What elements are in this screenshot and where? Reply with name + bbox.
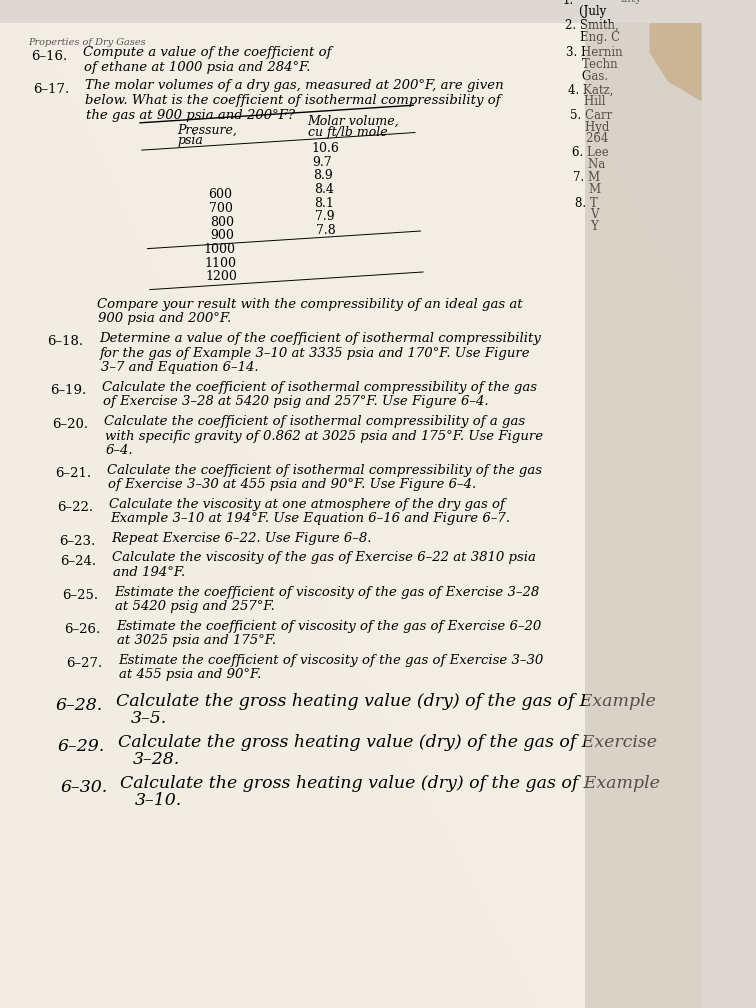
Text: Compare your result with the compressibility of an ideal gas at: Compare your result with the compressibi… [98, 298, 523, 310]
Text: 6–20.: 6–20. [52, 418, 88, 431]
Text: 5. Carr: 5. Carr [570, 109, 612, 122]
Text: with specific gravity of 0.862 at 3025 psia and 175°F. Use Figure: with specific gravity of 0.862 at 3025 p… [105, 429, 543, 443]
Text: 6–18.: 6–18. [48, 336, 83, 349]
Text: Hyd: Hyd [571, 121, 610, 134]
Text: 3–5.: 3–5. [131, 710, 167, 727]
Text: 700: 700 [209, 202, 233, 215]
Text: Calculate the gross heating value (dry) of the gas of Exercise: Calculate the gross heating value (dry) … [118, 734, 657, 751]
Text: 6. Lee: 6. Lee [572, 146, 609, 159]
Text: 900 psia and 200°F.: 900 psia and 200°F. [98, 312, 231, 326]
Polygon shape [649, 23, 702, 101]
Text: Pressure,: Pressure, [178, 123, 237, 136]
Text: 3–7 and Equation 6–14.: 3–7 and Equation 6–14. [101, 361, 259, 374]
Text: 6–23.: 6–23. [59, 535, 95, 548]
Text: 1200: 1200 [205, 270, 237, 283]
Text: 6–16.: 6–16. [31, 49, 67, 62]
Text: 6–29.: 6–29. [57, 738, 105, 755]
Text: 6–22.: 6–22. [57, 501, 93, 514]
Text: 6–24.: 6–24. [60, 554, 96, 568]
Text: M: M [574, 183, 601, 196]
Text: V: V [575, 209, 599, 222]
Text: Calculate the gross heating value (dry) of the gas of Example: Calculate the gross heating value (dry) … [116, 694, 655, 710]
Text: Compute a value of the coefficient of: Compute a value of the coefficient of [82, 46, 331, 59]
Text: 6–27.: 6–27. [66, 657, 102, 670]
Text: Estimate the coefficient of viscosity of the gas of Exercise 6–20: Estimate the coefficient of viscosity of… [116, 620, 541, 633]
Text: Y: Y [576, 220, 599, 233]
Text: 600: 600 [208, 188, 232, 202]
Text: 6–21.: 6–21. [55, 467, 91, 480]
Text: for the gas of Example 3–10 at 3335 psia and 170°F. Use Figure: for the gas of Example 3–10 at 3335 psia… [100, 347, 531, 360]
Text: 6–19.: 6–19. [50, 384, 86, 397]
Text: 6–26.: 6–26. [64, 623, 101, 636]
Text: Na: Na [572, 157, 605, 170]
Text: and 194°F.: and 194°F. [113, 566, 185, 579]
Text: at 3025 psia and 175°F.: at 3025 psia and 175°F. [117, 634, 276, 647]
Text: 3–28.: 3–28. [133, 751, 180, 768]
Text: Calculate the coefficient of isothermal compressibility of the gas: Calculate the coefficient of isothermal … [102, 381, 537, 394]
Bar [584, 23, 702, 1008]
Text: Properties of Dry Gases: Properties of Dry Gases [28, 38, 146, 47]
Text: 7.8: 7.8 [316, 224, 336, 237]
Text: 3–10.: 3–10. [135, 791, 182, 808]
Text: Calculate the gross heating value (dry) of the gas of Example: Calculate the gross heating value (dry) … [120, 775, 660, 792]
Text: 264: 264 [571, 132, 609, 145]
Text: 6–25.: 6–25. [62, 589, 98, 602]
Text: 10.6: 10.6 [311, 142, 339, 155]
Text: Calculate the coefficient of isothermal compressibility of a gas: Calculate the coefficient of isothermal … [104, 415, 525, 427]
Text: 1100: 1100 [204, 257, 236, 269]
Text: ility: ility [621, 0, 642, 4]
Text: of ethane at 1000 psia and 284°F.: of ethane at 1000 psia and 284°F. [83, 60, 310, 74]
Text: 8.4: 8.4 [314, 183, 333, 197]
Text: 7. M: 7. M [573, 171, 600, 184]
Text: at 455 psia and 90°F.: at 455 psia and 90°F. [119, 668, 261, 681]
Text: 2. Smith,: 2. Smith, [565, 19, 618, 32]
Text: Example 3–10 at 194°F. Use Equation 6–16 and Figure 6–7.: Example 3–10 at 194°F. Use Equation 6–16… [110, 512, 510, 525]
Text: Calculate the viscosity of the gas of Exercise 6–22 at 3810 psia: Calculate the viscosity of the gas of Ex… [112, 551, 536, 564]
Text: of Exercise 3–28 at 5420 psig and 257°F. Use Figure 6–4.: of Exercise 3–28 at 5420 psig and 257°F.… [103, 395, 488, 408]
Text: Calculate the viscosity at one atmosphere of the dry gas of: Calculate the viscosity at one atmospher… [109, 498, 505, 511]
Text: 6–30.: 6–30. [60, 779, 107, 796]
Text: 900: 900 [211, 229, 234, 242]
Text: at 5420 psig and 257°F.: at 5420 psig and 257°F. [115, 600, 274, 613]
Text: Techn: Techn [567, 58, 618, 72]
Text: Determine a value of the coefficient of isothermal compressibility: Determine a value of the coefficient of … [99, 332, 541, 345]
Text: 6–4.: 6–4. [106, 445, 133, 458]
Text: 1000: 1000 [203, 243, 235, 256]
Text: 8.1: 8.1 [314, 197, 334, 210]
Text: 7.9: 7.9 [315, 211, 335, 224]
Text: Hill: Hill [569, 95, 606, 108]
Text: psia: psia [178, 134, 204, 147]
Text: Molar volume,: Molar volume, [307, 115, 398, 128]
Text: cu ft/lb mole: cu ft/lb mole [308, 126, 387, 139]
Text: Eng. C: Eng. C [565, 31, 621, 43]
Text: below. What is the coefficient of isothermal compressibility of: below. What is the coefficient of isothe… [85, 94, 501, 107]
Text: Repeat Exercise 6–22. Use Figure 6–8.: Repeat Exercise 6–22. Use Figure 6–8. [111, 532, 371, 545]
Text: of Exercise 3–30 at 455 psia and 90°F. Use Figure 6–4.: of Exercise 3–30 at 455 psia and 90°F. U… [108, 478, 476, 491]
Text: 6–17.: 6–17. [33, 83, 69, 96]
Text: Estimate the coefficient of viscosity of the gas of Exercise 3–28: Estimate the coefficient of viscosity of… [114, 586, 539, 599]
Text: 3. Hernin: 3. Hernin [566, 46, 623, 59]
Text: 1.: 1. [563, 0, 574, 7]
Text: Calculate the coefficient of isothermal compressibility of the gas: Calculate the coefficient of isothermal … [107, 464, 542, 477]
Text: 800: 800 [210, 216, 234, 229]
Text: The molar volumes of a dry gas, measured at 200°F, are given: The molar volumes of a dry gas, measured… [85, 80, 503, 93]
Text: 9.7: 9.7 [312, 156, 332, 168]
Text: (July: (July [564, 5, 606, 18]
Text: the gas at 900 psia and 200°F?: the gas at 900 psia and 200°F? [86, 109, 296, 122]
Text: Estimate the coefficient of viscosity of the gas of Exercise 3–30: Estimate the coefficient of viscosity of… [118, 654, 544, 667]
Text: Gas.: Gas. [568, 70, 609, 83]
Text: 8.9: 8.9 [313, 169, 333, 182]
Text: 8. T: 8. T [575, 197, 597, 210]
Text: 6–28.: 6–28. [55, 697, 103, 714]
Text: 4. Katz,: 4. Katz, [569, 84, 614, 97]
